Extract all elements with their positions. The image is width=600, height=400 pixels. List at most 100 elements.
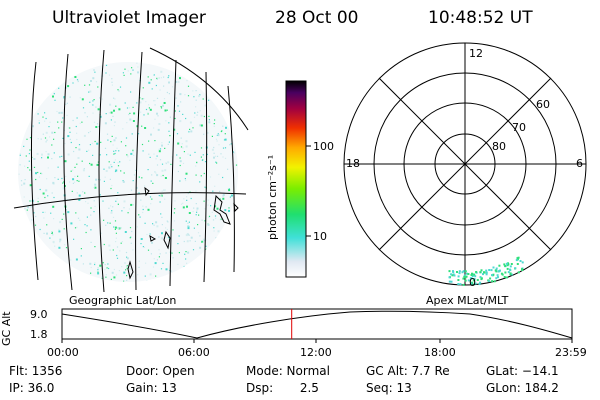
speckle: [167, 161, 170, 164]
speckle: [504, 271, 507, 274]
speckle: [43, 232, 45, 234]
speckle: [99, 97, 101, 99]
speckle: [53, 93, 55, 95]
speckle: [101, 278, 103, 280]
speckle: [151, 88, 153, 90]
speckle: [46, 178, 48, 180]
speckle: [34, 224, 37, 226]
speckle: [93, 99, 95, 101]
speckle: [113, 276, 116, 279]
speckle: [74, 166, 76, 168]
speckle: [197, 111, 199, 113]
speckle: [179, 160, 182, 163]
speckle: [214, 119, 216, 121]
speckle: [490, 269, 493, 272]
speckle: [452, 271, 455, 274]
speckle: [72, 182, 74, 184]
speckle: [164, 147, 166, 149]
speckle: [93, 121, 96, 123]
speckle: [145, 206, 147, 208]
speckle: [110, 187, 112, 190]
speckle: [114, 152, 116, 155]
speckle: [94, 71, 96, 73]
orbit-xtick-1200: 12:00: [300, 346, 332, 359]
speckle: [187, 227, 190, 230]
speckle: [208, 215, 211, 217]
speckle: [188, 234, 190, 236]
speckle: [510, 263, 513, 265]
speckle: [81, 98, 84, 101]
speckle: [114, 170, 117, 173]
speckle: [62, 182, 64, 184]
speckle: [115, 105, 117, 107]
speckle: [178, 142, 181, 144]
speckle: [91, 142, 93, 144]
speckle: [161, 216, 163, 218]
speckle: [126, 265, 128, 267]
speckle: [96, 142, 99, 145]
speckle: [115, 274, 118, 276]
speckle: [214, 205, 217, 208]
speckle: [123, 74, 125, 76]
speckle: [228, 189, 231, 192]
speckle: [215, 138, 218, 140]
speckle: [95, 178, 98, 181]
speckle: [187, 153, 189, 155]
speckle: [470, 274, 473, 276]
speckle: [190, 236, 193, 239]
speckle: [179, 120, 182, 123]
speckle: [159, 201, 161, 203]
speckle: [65, 103, 67, 105]
speckle: [49, 136, 51, 138]
speckle: [147, 249, 150, 251]
speckle: [186, 205, 188, 208]
speckle: [479, 281, 482, 284]
speckle: [199, 246, 202, 249]
speckle: [118, 150, 120, 152]
speckle: [144, 222, 146, 224]
speckle: [82, 169, 85, 172]
speckle: [168, 81, 170, 84]
speckle: [120, 170, 122, 172]
speckle: [39, 188, 41, 191]
speckle: [161, 232, 163, 235]
speckle: [195, 203, 197, 205]
speckle: [45, 131, 48, 134]
speckle: [149, 108, 152, 111]
speckle: [126, 154, 128, 156]
speckle: [176, 133, 179, 135]
speckle: [187, 192, 189, 195]
speckle: [42, 192, 45, 195]
speckle: [86, 150, 88, 152]
speckle: [102, 200, 104, 202]
speckle: [149, 233, 151, 235]
speckle: [104, 176, 106, 178]
speckle: [127, 70, 129, 72]
speckle: [146, 233, 148, 236]
speckle: [153, 127, 155, 129]
speckle: [99, 154, 101, 156]
speckle: [51, 144, 53, 146]
speckle: [30, 205, 33, 208]
speckle: [116, 257, 119, 259]
speckle: [185, 258, 187, 260]
speckle: [121, 241, 123, 243]
speckle: [463, 275, 466, 278]
speckle: [185, 220, 187, 222]
speckle: [136, 102, 138, 104]
speckle: [113, 150, 115, 152]
speckle: [160, 268, 163, 270]
speckle: [37, 138, 39, 140]
speckle: [69, 127, 71, 129]
speckle: [216, 207, 219, 210]
speckle: [54, 131, 56, 134]
speckle: [517, 256, 520, 259]
speckle: [148, 140, 150, 142]
speckle: [119, 250, 121, 252]
speckle: [97, 271, 99, 273]
speckle: [232, 151, 234, 153]
speckle: [33, 212, 35, 214]
speckle: [124, 262, 126, 264]
speckle: [82, 107, 85, 109]
speckle: [35, 178, 37, 181]
